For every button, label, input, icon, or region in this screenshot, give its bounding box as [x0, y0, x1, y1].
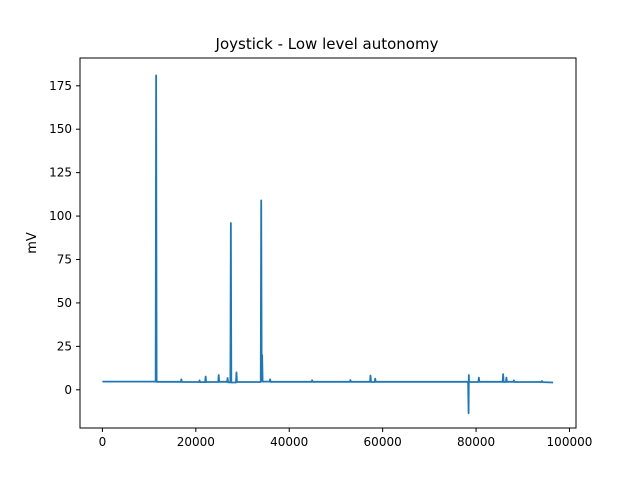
y-tick-label: 0 [64, 383, 72, 397]
y-tick-label: 25 [57, 339, 72, 353]
y-tick-label: 175 [49, 79, 72, 93]
plot-area [102, 74, 554, 415]
axes-frame [79, 57, 577, 429]
x-axis: 0 20000 40000 60000 80000 100000 [99, 428, 593, 449]
y-axis-label: mV [25, 232, 40, 254]
y-tick-label: 150 [49, 122, 72, 136]
y-tick-label: 75 [57, 253, 72, 267]
y-tick-label: 125 [49, 166, 72, 180]
x-tick-label: 20000 [177, 435, 215, 449]
series-line-0 [102, 74, 554, 415]
y-axis: 0 25 50 75 100 125 150 175 [49, 79, 80, 397]
x-tick-label: 80000 [457, 435, 495, 449]
y-tick-label: 50 [57, 296, 72, 310]
x-tick-label: 60000 [364, 435, 402, 449]
y-tick-label: 100 [49, 209, 72, 223]
x-tick-label: 40000 [270, 435, 308, 449]
x-tick-label: 100000 [547, 435, 593, 449]
x-tick-label: 0 [99, 435, 107, 449]
chart-title: Joystick - Low level autonomy [215, 35, 439, 53]
